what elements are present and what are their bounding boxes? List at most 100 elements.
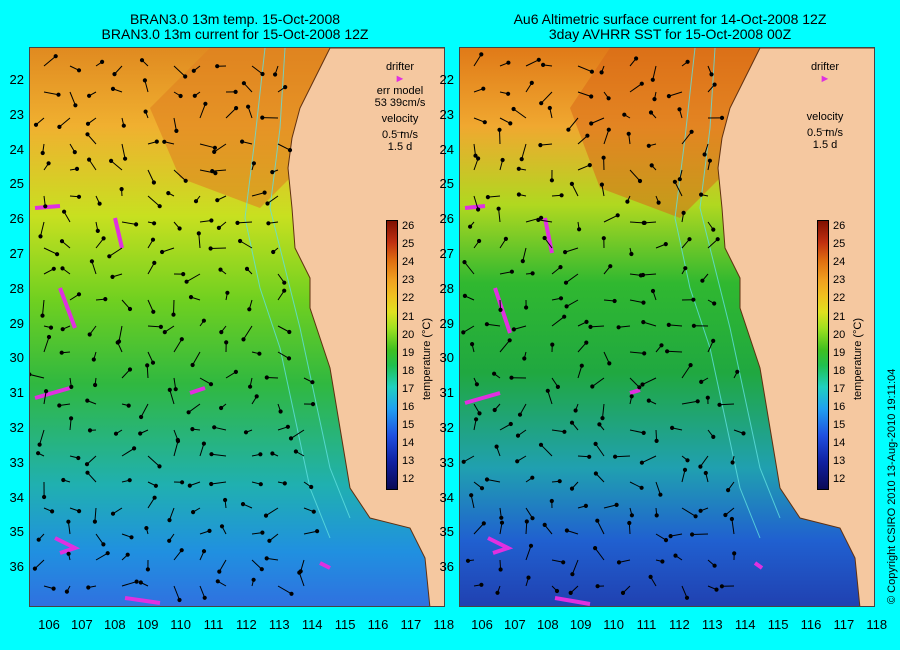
current-vector-head [112,72,117,77]
current-vector [237,221,253,224]
current-vector-head [76,292,82,297]
current-vector-head [666,322,671,327]
current-vector [591,117,605,124]
current-vector-head [208,382,214,387]
current-vector-head [593,471,598,476]
colorbar-tick: 14 [402,437,415,450]
current-vector [277,351,290,359]
current-vector [251,559,263,570]
current-vector-head [223,497,228,503]
current-vector-head [251,577,256,582]
current-vector [199,443,205,457]
current-vector-head [606,96,611,101]
colorbar-tick: 18 [402,364,415,377]
current-vector-head [688,363,693,368]
current-vector-head [677,177,682,182]
current-vector-head [693,514,698,519]
current-vector-head [171,312,176,317]
current-vector-head [201,549,207,554]
current-vector-head [641,430,646,435]
current-vector-head [547,105,552,111]
current-vector-head [511,106,516,112]
current-vector-head [84,462,90,467]
current-vector-head [542,522,547,527]
current-vector-head [559,193,564,198]
current-vector [521,143,527,160]
current-vector-head [654,513,659,518]
current-vector [212,169,227,172]
right-legend-velocity-arrow-icon: → [819,123,831,135]
current-vector-head [129,535,134,540]
current-vector-head [564,528,570,533]
current-vector [173,299,175,315]
current-vector [642,273,657,276]
current-vector-head [113,431,119,436]
current-vector-head [593,546,598,551]
current-vector [681,585,688,598]
current-vector-head [125,552,130,557]
current-vector [87,133,97,145]
current-vector [594,547,605,561]
left-legend-velocity-arrow-icon: → [394,125,406,137]
current-vector-head [698,464,703,469]
current-vector-head [87,93,92,98]
current-vector-head [139,58,145,63]
right-legend-duration: 1.5 d [812,139,838,151]
current-vector-head [193,199,199,204]
current-vector [59,117,71,128]
current-vector-head [241,81,246,86]
current-vector-head [142,78,148,83]
current-vector-head [484,477,490,482]
current-vector [199,103,206,119]
current-vector-head [562,429,567,434]
current-vector [43,55,57,67]
current-vector [39,429,45,445]
current-vector-head [639,485,644,490]
current-vector-head [566,127,571,132]
current-vector-head [549,498,554,504]
current-vector-head [656,200,661,205]
current-vector-head [536,57,541,62]
current-vector-head [629,251,634,257]
current-vector-head [557,479,562,484]
current-vector-head [593,441,598,446]
lat-label: 34 [439,489,454,505]
current-vector-head [717,402,722,407]
current-vector-head [474,382,479,387]
current-vector-head [247,307,252,312]
colorbar-tick: 26 [402,220,415,232]
lon-label: 107 [504,617,526,632]
current-vector-head [32,566,38,571]
current-vector-head [33,122,39,127]
current-vector-head [282,280,287,285]
current-vector-head [134,579,139,584]
current-vector-head [55,252,60,257]
current-vector-head [634,56,639,61]
current-vector-head [539,101,544,106]
current-vector-head [216,225,221,230]
current-vector-head [668,534,673,539]
current-vector-head [209,481,214,487]
current-vector-head [607,361,612,366]
current-vector-head [524,519,529,524]
current-vector-head [309,484,314,490]
current-vector-head [184,279,189,284]
current-vector-head [121,123,126,128]
left-title-line1: BRAN3.0 13m temp. 15-Oct-2008 [129,11,341,27]
current-vector-head [601,236,606,241]
lon-label: 112 [236,617,257,632]
current-vector-head [85,470,90,475]
current-vector [499,129,501,145]
current-vector-head [470,342,475,347]
current-vector-head [310,402,316,407]
current-vector [188,403,201,413]
current-vector-head [522,356,527,361]
current-vector-head [85,121,91,126]
current-vector-head [474,417,479,422]
current-vector-head [562,314,567,319]
colorbar-tick: 26 [833,220,846,232]
current-vector-head [273,72,278,77]
current-vector-head [702,152,707,157]
lat-label: 36 [9,559,24,575]
current-vector-head [162,139,167,144]
